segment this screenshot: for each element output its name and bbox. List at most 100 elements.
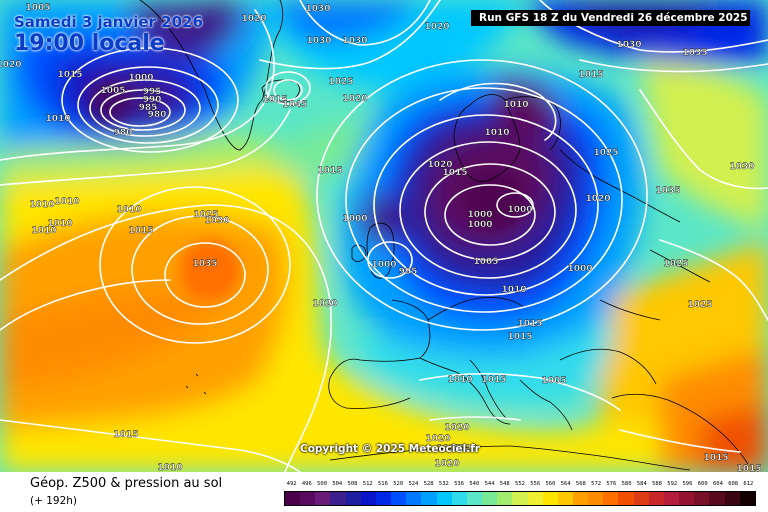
- forecast-time: 19:00 locale: [14, 31, 165, 56]
- colorbar-swatch: [421, 492, 437, 505]
- isobar-label: 1005: [541, 376, 566, 386]
- isobar-label: 1025: [687, 300, 712, 310]
- colorbar-swatch: [497, 492, 513, 505]
- colorbar-tick: 608: [728, 481, 739, 487]
- isobar-label: 1000: [467, 220, 492, 230]
- isobar-label: 1010: [116, 205, 141, 215]
- isobar-label: 1005: [100, 86, 125, 96]
- isobar-label: 1035: [655, 186, 680, 196]
- colorbar-swatch: [512, 492, 528, 505]
- isobar-label: 1020: [0, 60, 22, 70]
- run-info-banner: Run GFS 18 Z du Vendredi 26 décembre 202…: [471, 10, 750, 26]
- isobar-label: 1010: [447, 375, 472, 385]
- colorbar-tick: 588: [652, 481, 662, 487]
- isobar-label: 1005: [25, 3, 50, 13]
- isobar-label: 1000: [467, 210, 492, 220]
- isobar-label: 980: [148, 110, 167, 120]
- colorbar-tick: 532: [438, 481, 449, 487]
- colorbar-tick: 504: [332, 481, 343, 487]
- colorbar-swatch: [345, 492, 361, 505]
- colorbar-swatch: [694, 492, 710, 505]
- isobar-label: 995: [143, 87, 162, 97]
- colorbar-tick: 612: [743, 481, 754, 487]
- isobar-label: 1010: [29, 200, 54, 210]
- isobar-label: 1030: [204, 216, 229, 226]
- isobar-label: 1030: [729, 162, 754, 172]
- colorbar-swatch: [406, 492, 422, 505]
- isobar-label: 1015: [517, 319, 542, 329]
- colorbar-tick: 520: [393, 481, 404, 487]
- colorbar-swatch: [330, 492, 346, 505]
- colorbar-tick: 552: [515, 481, 525, 487]
- colorbar-tick-labels: 492 496 500 504 508 512 516 520 524 528 532 536 540 5…: [284, 481, 756, 491]
- colorbar-swatch: [360, 492, 376, 505]
- isobar-label: 1015: [317, 166, 342, 176]
- isobar-label: 1015: [57, 70, 82, 80]
- colorbar-tick: 572: [591, 481, 602, 487]
- colorbar-tick: 496: [301, 481, 312, 487]
- chart-title: Géop. Z500 & pression au sol: [30, 476, 223, 491]
- isobar-label: 1015: [442, 168, 467, 178]
- isobar-label: 1015: [736, 464, 761, 472]
- colorbar-swatch: [588, 492, 604, 505]
- colorbar-swatch: [724, 492, 740, 505]
- forecast-date: Samedi 3 janvier 2026: [14, 13, 203, 31]
- colorbar-swatch: [527, 492, 543, 505]
- isobar-label: 1015: [262, 95, 287, 105]
- isobar-label: 1045: [282, 100, 307, 110]
- pressure-labels: 1005 1020 1030 1030 1030 1020 1030 1035 1020 1015…: [0, 3, 762, 472]
- isobar-label: 1035: [682, 48, 707, 58]
- colorbar-swatch: [466, 492, 483, 505]
- isobar-label: 1030: [616, 40, 641, 50]
- colorbar-swatch: [739, 492, 755, 505]
- isobar-label: 980: [114, 128, 133, 138]
- colorbar-tick: 592: [667, 481, 678, 487]
- colorbar-tick: 600: [697, 481, 708, 487]
- legend-footer: Géop. Z500 & pression au sol (+ 192h) 49…: [0, 472, 768, 512]
- colorbar-swatch: [679, 492, 695, 505]
- isobar-label: 1010: [54, 197, 79, 207]
- colorbar-swatch: [572, 492, 589, 505]
- colorbar-tick: 528: [423, 481, 434, 487]
- colorbar-swatch: [315, 492, 331, 505]
- isobar-label: 1010: [484, 128, 509, 138]
- isobar-label: 1020: [342, 94, 367, 104]
- colorbar-swatch: [285, 492, 301, 505]
- isobar-label: 985: [139, 103, 158, 113]
- isobar-label: 1000: [507, 205, 532, 215]
- colorbar-swatch: [375, 492, 392, 505]
- colorbar-tick: 564: [560, 481, 571, 487]
- isobar-label: 1020: [424, 22, 449, 32]
- isobar-label: 1015: [578, 70, 603, 80]
- isobar-label: 1020: [444, 423, 469, 433]
- isobar-label: 1000: [371, 260, 396, 270]
- colorbar-swatch: [603, 492, 619, 505]
- colorbar-tick: 516: [377, 481, 388, 487]
- colorbar-tick: 580: [621, 481, 632, 487]
- colorbar-tick: 568: [575, 481, 586, 487]
- isobar-label: 1010: [157, 463, 182, 472]
- isobar-label: 1025: [328, 77, 353, 87]
- isobar-label: 1030: [342, 36, 367, 46]
- isobar-label: 1005: [473, 257, 498, 267]
- isobar-label: 1025: [663, 259, 688, 269]
- isobar-label: 1020: [436, 444, 461, 454]
- colorbar-tick: 500: [317, 481, 328, 487]
- isobar-label: 1030: [305, 4, 330, 14]
- isobar-label: 1025: [193, 210, 218, 220]
- colorbar-tick: 536: [454, 481, 465, 487]
- colorbar-tick: 544: [484, 481, 495, 487]
- colorbar-tick: 524: [408, 481, 419, 487]
- colorbar-tick: 512: [362, 481, 373, 487]
- colorbar-swatch: [542, 492, 558, 505]
- colorbar-tick: 556: [530, 481, 541, 487]
- colorbar-swatch: [436, 492, 452, 505]
- isobar-label: 1020: [312, 299, 337, 309]
- colorbar-swatch: [391, 492, 407, 505]
- isobar-label: 1020: [241, 14, 266, 24]
- colorbar-swatch: [482, 492, 498, 505]
- isobar-label: 1010: [47, 219, 72, 229]
- isobar-label: 1015: [703, 453, 728, 463]
- colorbar-swatch: [557, 492, 573, 505]
- isobar-label: 1015: [507, 332, 532, 342]
